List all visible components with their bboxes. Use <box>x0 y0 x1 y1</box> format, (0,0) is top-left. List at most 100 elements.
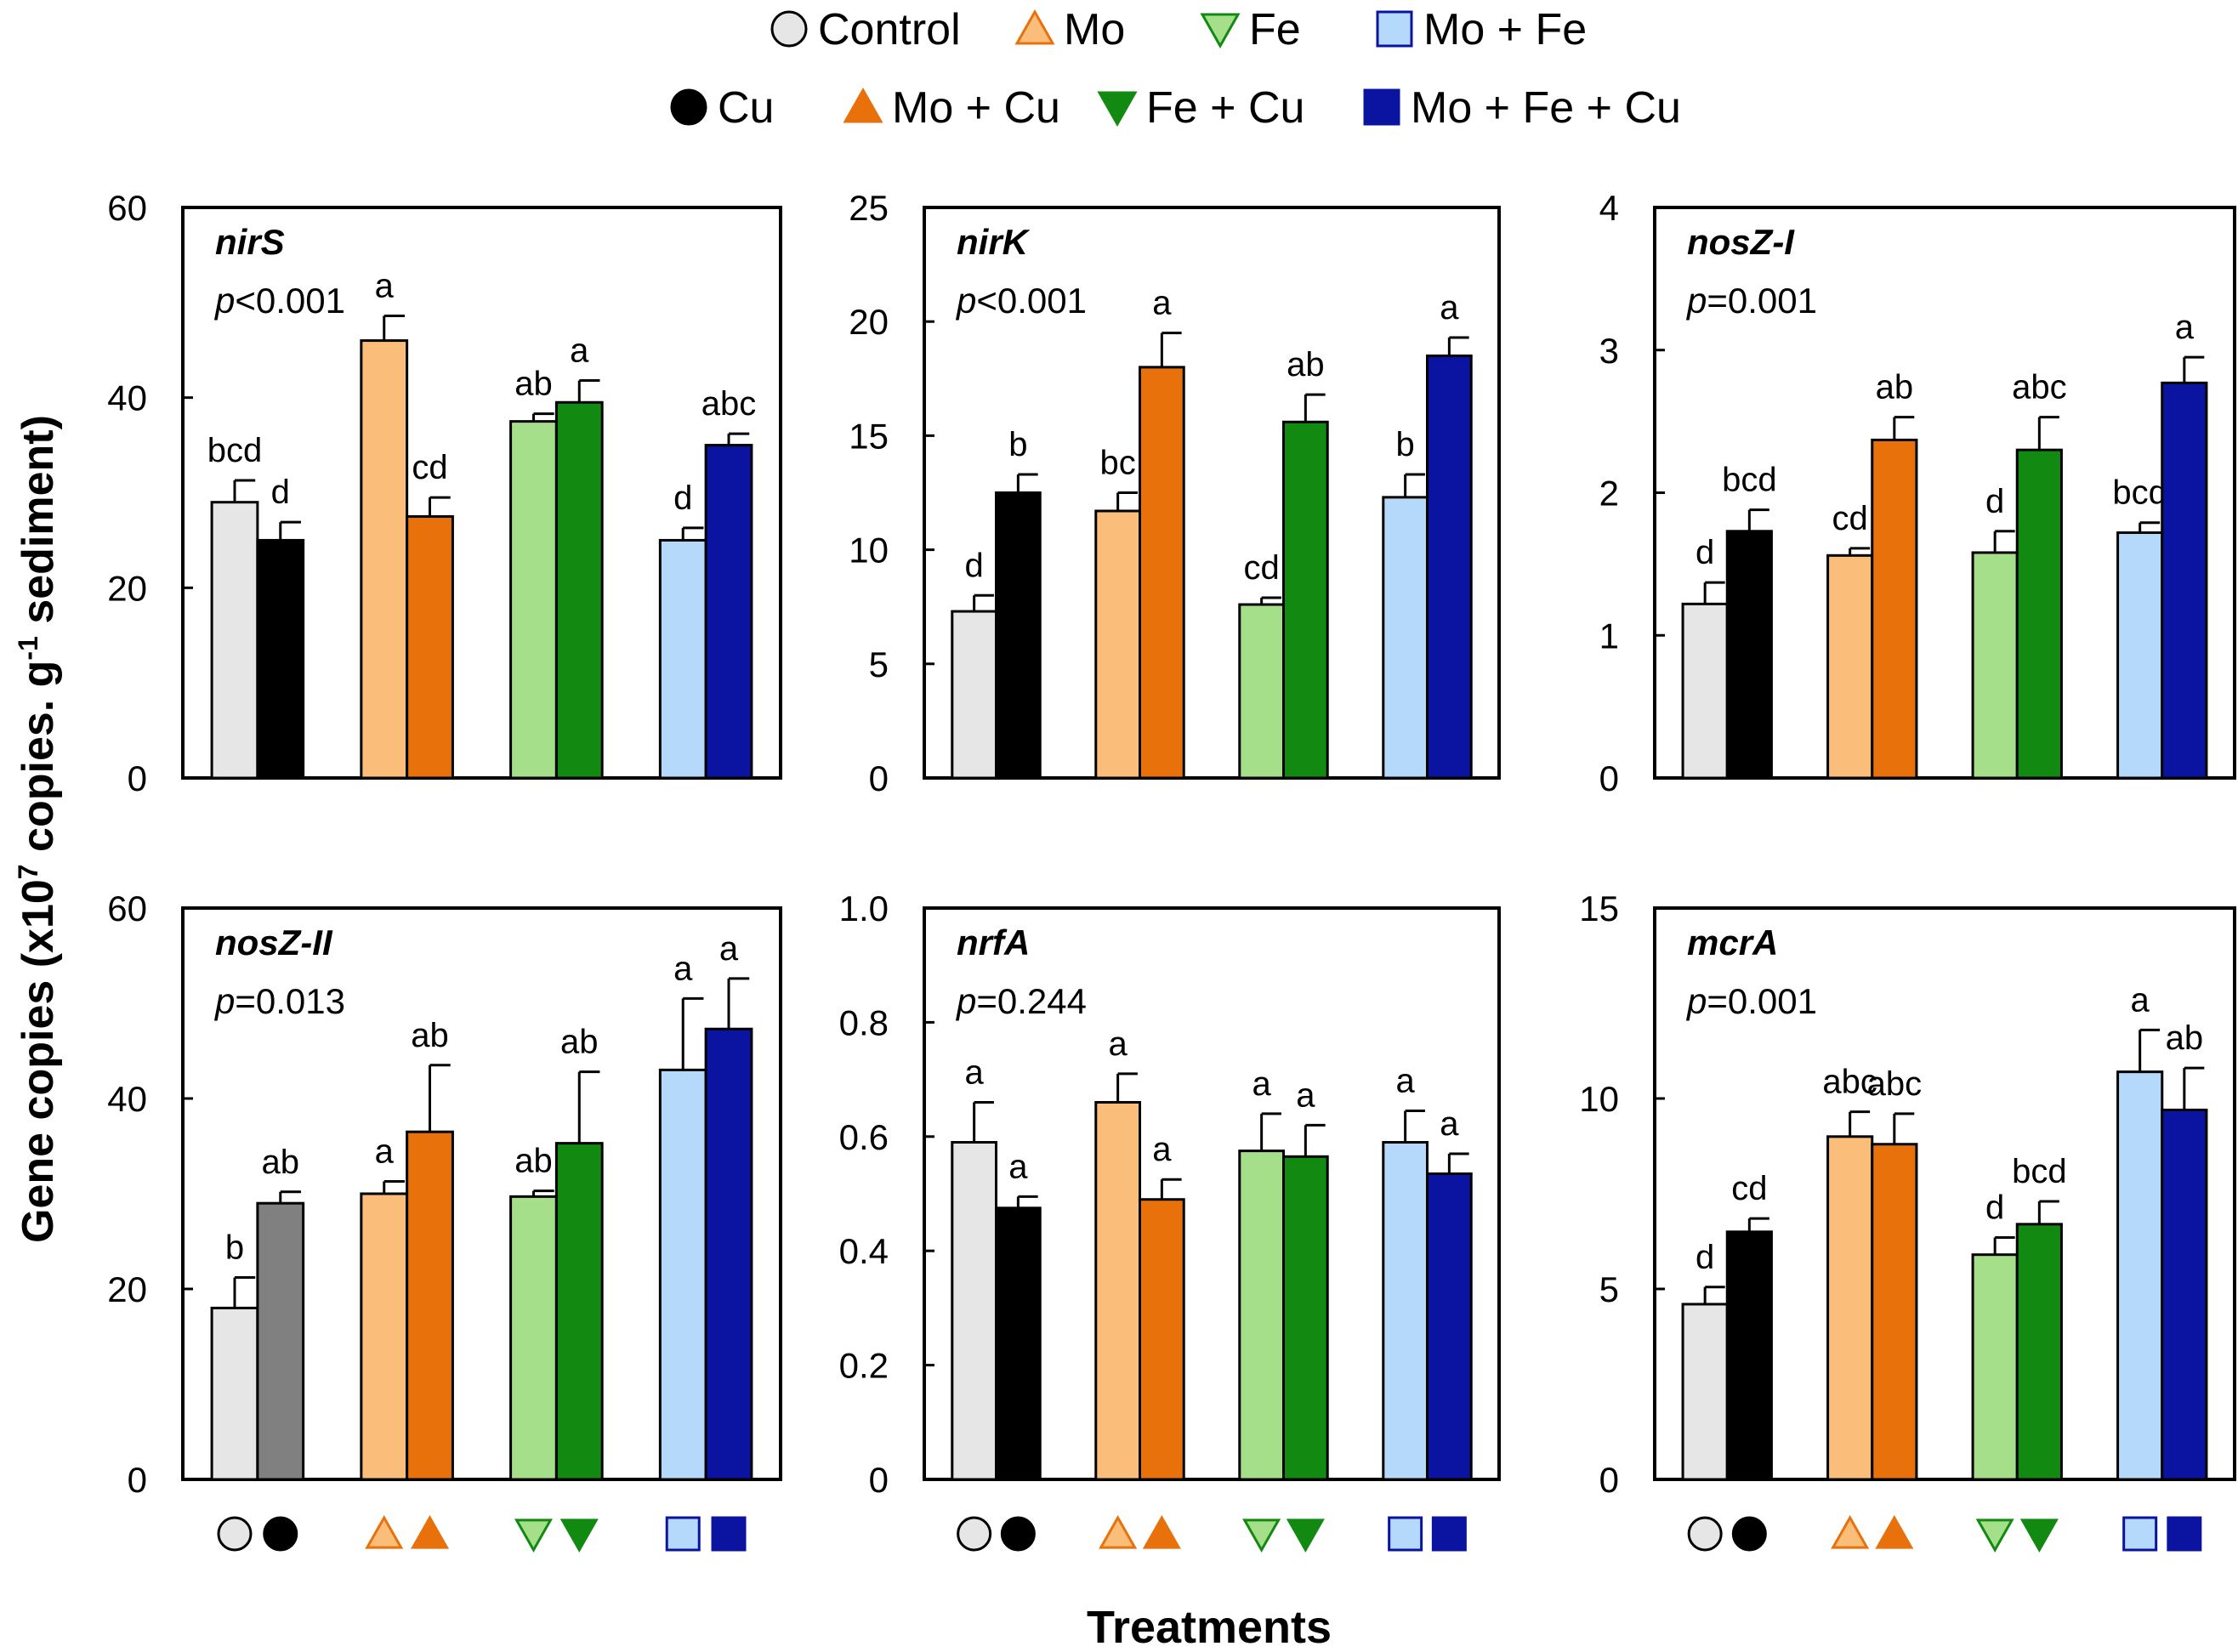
bar-group-mo-cu: ab <box>1871 369 1918 780</box>
bar-group-fe: ab <box>509 1143 558 1481</box>
y-tick-label: 1.0 <box>839 888 889 928</box>
category-triangle-down-filled-icon <box>1286 1519 1325 1553</box>
gene-name: nosZ-I <box>1687 222 1795 262</box>
bar-group-mo: a <box>1094 1025 1142 1481</box>
category-triangle-up-open-icon <box>365 1514 404 1549</box>
category-triangle-down-open-icon <box>514 1519 554 1553</box>
bar <box>2015 1223 2063 1481</box>
significance-letter: a <box>2175 309 2195 346</box>
bar <box>951 610 998 780</box>
category-circle-filled-icon <box>1731 1516 1767 1552</box>
bar <box>360 339 409 780</box>
legend-label: Mo <box>1064 5 1125 54</box>
significance-letter: ab <box>1287 346 1325 383</box>
y-tick-label: 4 <box>1599 188 1619 228</box>
significance-letter: ab <box>262 1144 300 1181</box>
circle-icon <box>770 10 808 48</box>
bar <box>256 538 305 780</box>
triangle-up-icon <box>843 87 883 123</box>
category-triangle-down-filled-icon <box>560 1519 599 1553</box>
bar-group-mo: bc <box>1094 445 1142 780</box>
plot-frame <box>923 906 1501 1481</box>
bar <box>704 1027 753 1481</box>
y-tick-label: 0 <box>1599 758 1619 798</box>
bar <box>509 420 558 780</box>
bar <box>1826 554 1874 780</box>
legend-item-mo-cu: Mo + Cu <box>843 83 1060 133</box>
significance-letter: a <box>570 332 589 370</box>
bar <box>1871 1143 1918 1481</box>
category-square-filled-icon <box>2167 1516 2202 1552</box>
y-tick-label: 0 <box>869 1460 889 1500</box>
bar-group-mo-fe-cu: ab <box>2161 1019 2208 1481</box>
y-tick-label: 60 <box>107 188 147 228</box>
bar-group-mo-fe-cu: abc <box>702 385 757 780</box>
significance-letter: ab <box>560 1024 599 1061</box>
plot-frame <box>1653 906 2236 1481</box>
bar-group-mo: abc <box>1822 1064 1877 1481</box>
y-tick-label: 0.4 <box>839 1231 889 1271</box>
bar <box>1094 509 1142 780</box>
p-value: p=0.013 <box>213 981 345 1021</box>
category-square-open-icon <box>2122 1516 2158 1552</box>
significance-letter: b <box>1008 426 1027 463</box>
bar <box>2015 448 2063 780</box>
y-tick-label: 20 <box>107 568 147 608</box>
y-tick-label: 15 <box>1579 888 1619 928</box>
significance-letter: a <box>1440 1105 1459 1143</box>
legend-item-mo: Mo <box>1014 5 1125 54</box>
significance-letter: abc <box>1822 1064 1877 1101</box>
gene-name: mcrA <box>1687 923 1778 962</box>
significance-letter: a <box>375 267 395 304</box>
bar-group-fe: d <box>1971 1189 2019 1481</box>
bar <box>210 1306 259 1481</box>
bar-group-mo-fe: bcd <box>2112 474 2167 780</box>
y-tick-label: 40 <box>107 1079 147 1119</box>
bar <box>2116 531 2164 780</box>
y-tick-label: 2 <box>1599 474 1619 514</box>
significance-letter: bcd <box>2012 1153 2067 1190</box>
significance-letter: abc <box>702 385 757 423</box>
bar-group-mo-cu: ab <box>406 1017 454 1481</box>
bar <box>1282 1155 1329 1481</box>
y-tick-label: 0 <box>128 758 147 798</box>
plot-frame <box>181 906 782 1481</box>
category-circle-open-icon <box>957 1516 992 1552</box>
bar-group-cu: d <box>256 474 305 780</box>
y-tick-label: 25 <box>849 188 889 228</box>
bar-group-mo-fe-cu: a <box>1426 1105 1473 1481</box>
y-tick-label: 60 <box>107 888 147 928</box>
p-value: p=0.001 <box>1685 981 1817 1021</box>
category-triangle-up-filled-icon <box>1142 1514 1181 1549</box>
significance-letter: abc <box>2012 369 2067 406</box>
y-tick-label: 0 <box>1599 1460 1619 1500</box>
bar <box>1871 438 1918 780</box>
bar <box>1681 1303 1729 1481</box>
bar <box>1382 496 1429 780</box>
significance-letter: a <box>1152 285 1172 322</box>
bar <box>256 1201 305 1481</box>
bar <box>951 1141 998 1481</box>
legend-item-mo-fe: Mo + Fe <box>1376 5 1587 54</box>
bar <box>704 444 753 780</box>
bar <box>1094 1100 1142 1481</box>
bar-group-control: d <box>1681 1239 1729 1481</box>
significance-letter: a <box>1109 1025 1128 1063</box>
bar-group-control: b <box>210 1229 259 1481</box>
bar-group-fe-cu: ab <box>1282 346 1329 780</box>
p-value-symbol: p <box>955 281 976 321</box>
significance-letter: d <box>1696 1239 1714 1276</box>
legend-item-mo-fe-cu: Mo + Fe + Cu <box>1363 83 1681 133</box>
significance-letter: ab <box>2166 1019 2204 1057</box>
p-value-symbol: p <box>213 281 235 321</box>
bar-group-mo-fe: a <box>658 950 707 1481</box>
bar-group-fe: d <box>1971 483 2019 780</box>
plot-frame <box>181 206 782 780</box>
panels: 0204060bcddacdabadabcnirSp<0.00105101520… <box>107 188 2236 1553</box>
bar-group-control: d <box>1681 534 1729 780</box>
y-tick-label: 1 <box>1599 616 1619 656</box>
legend-item-cu: Cu <box>670 83 774 133</box>
p-value-symbol: p <box>955 981 976 1021</box>
bar-group-cu: a <box>995 1148 1042 1481</box>
